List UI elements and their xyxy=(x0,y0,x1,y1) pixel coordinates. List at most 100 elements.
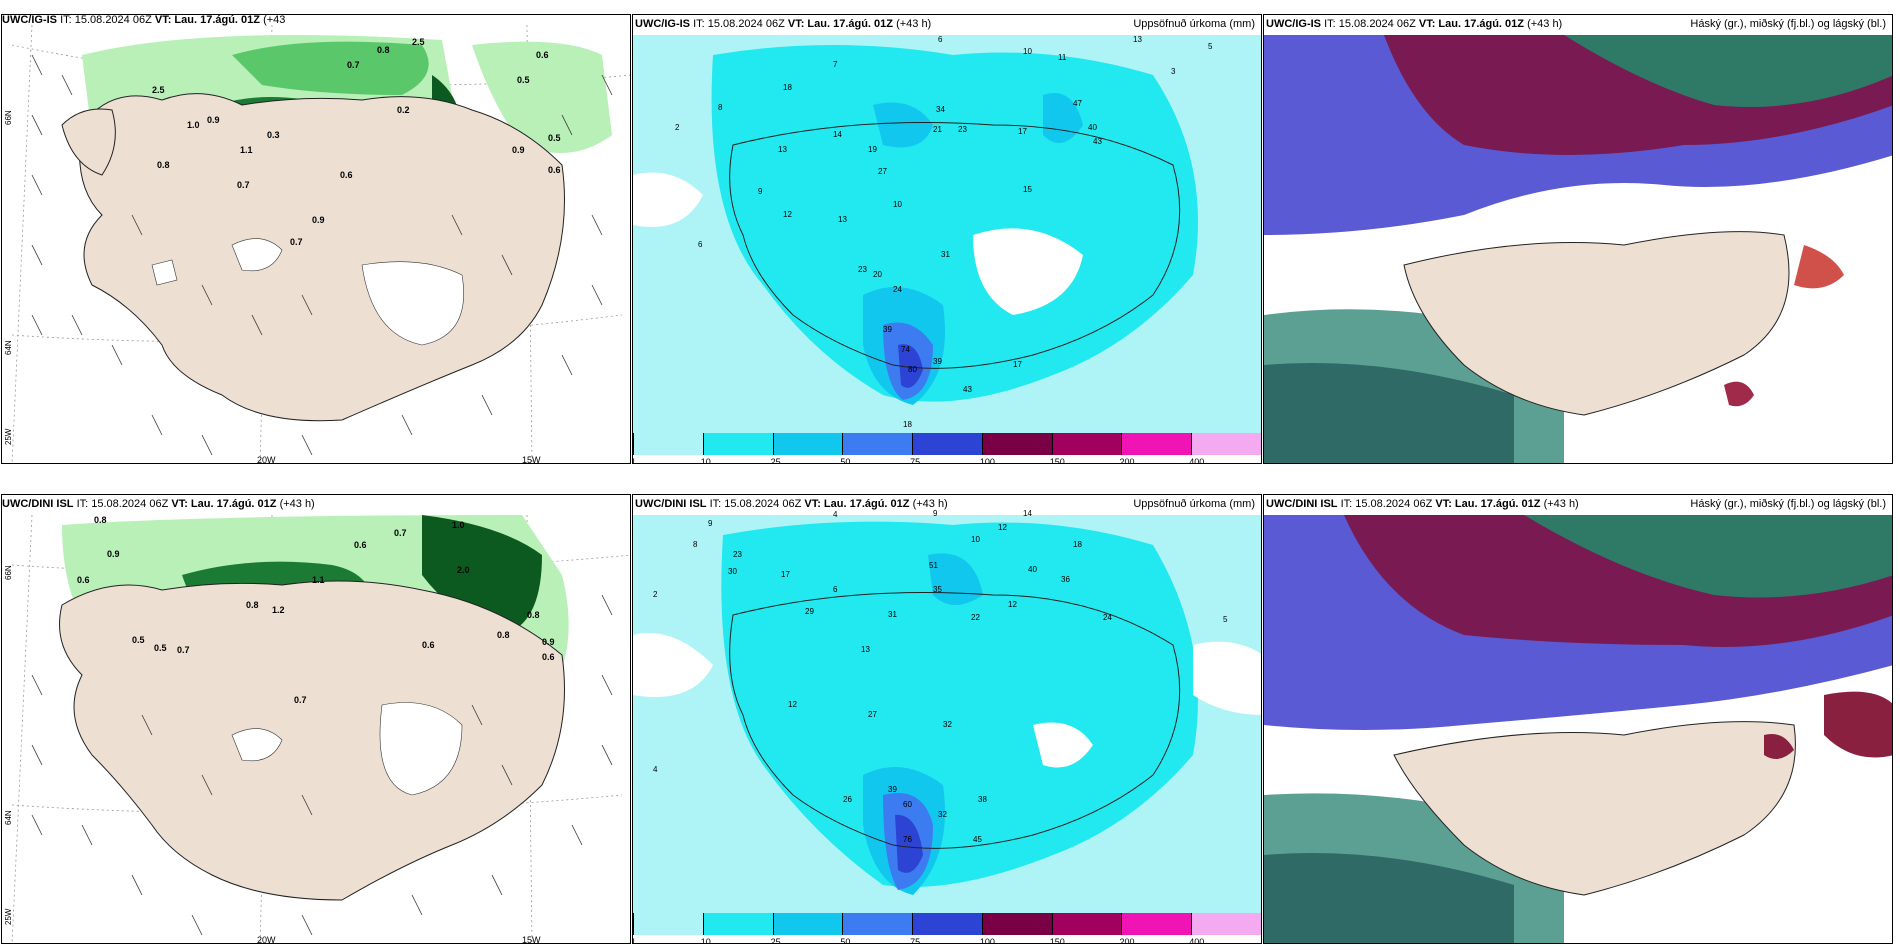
legend-swatch: 400 xyxy=(1189,913,1261,943)
value-label: 10 xyxy=(893,200,902,209)
value-label: 8 xyxy=(693,540,698,549)
value-label: 32 xyxy=(938,810,947,819)
value-label: 32 xyxy=(943,720,952,729)
wind-map xyxy=(2,15,630,463)
wind-map xyxy=(2,514,630,943)
value-label: 0.9 xyxy=(312,215,325,225)
value-label: 0.7 xyxy=(394,528,407,538)
model-name: UWC/DINI ISL xyxy=(1266,498,1338,510)
legend-swatch: 10 xyxy=(701,433,773,463)
lead-time: (+43 h) xyxy=(1527,18,1563,30)
value-label: 0.7 xyxy=(237,180,250,190)
value-label: 31 xyxy=(941,250,950,259)
legend-swatch: 50 xyxy=(840,433,913,463)
value-label: 1.2 xyxy=(272,605,285,615)
value-label: 6 xyxy=(698,240,703,249)
value-label: 14 xyxy=(1023,509,1032,518)
value-label: 9 xyxy=(933,509,938,518)
value-label: 23 xyxy=(958,125,967,134)
value-label: 22 xyxy=(971,613,980,622)
value-label: 0.9 xyxy=(542,637,555,647)
value-label: 27 xyxy=(868,710,877,719)
value-label: 18 xyxy=(1073,540,1082,549)
legend-swatch: 50 xyxy=(840,913,913,943)
value-label: 0.8 xyxy=(527,610,540,620)
value-label: 0.9 xyxy=(207,115,220,125)
model-name: UWC/IG-IS xyxy=(2,14,57,26)
value-label: 26 xyxy=(843,795,852,804)
value-label: 29 xyxy=(805,607,814,616)
value-label: 0.6 xyxy=(536,50,549,60)
legend-swatch: 200 xyxy=(1119,433,1192,463)
cloud-map xyxy=(1264,35,1892,463)
value-label: 0.7 xyxy=(294,695,307,705)
lead-time: (+43 h) xyxy=(279,498,315,510)
value-label: 17 xyxy=(1013,360,1022,369)
panel-header: UWC/IG-IS IT: 15.08.2024 06Z VT: Lau. 17… xyxy=(1266,15,1562,33)
value-label: 10 xyxy=(971,535,980,544)
panel-title: Háský (gr.), miðský (fj.bl.) og lágský (… xyxy=(1690,498,1886,510)
cloud-map xyxy=(1264,515,1892,943)
value-label: 21 xyxy=(933,125,942,134)
map-panel-wind-igis: UWC/IG-IS IT: 15.08.2024 06Z VT: Lau. 17… xyxy=(1,14,631,464)
legend-swatch: 1 xyxy=(633,433,703,463)
legend-swatch: 200 xyxy=(1119,913,1192,943)
value-label: 40 xyxy=(1028,565,1037,574)
panel-title: Háský (gr.), miðský (fj.bl.) og lágský (… xyxy=(1690,18,1886,30)
panel-header: UWC/IG-IS IT: 15.08.2024 06Z VT: Lau. 17… xyxy=(635,15,931,33)
panel-header: UWC/IG-IS IT: 15.08.2024 06Z VT: Lau. 17… xyxy=(2,14,285,29)
legend-swatch: 100 xyxy=(980,913,1052,943)
value-label: 17 xyxy=(781,570,790,579)
value-label: 0.8 xyxy=(94,515,107,525)
map-panel-clouds-dini: UWC/DINI ISL IT: 15.08.2024 06Z VT: Lau.… xyxy=(1263,494,1893,944)
legend-swatch: 150 xyxy=(1050,433,1122,463)
value-label: 0.5 xyxy=(548,133,561,143)
value-label: 3 xyxy=(1171,67,1176,76)
precip-map xyxy=(633,35,1261,445)
value-label: 13 xyxy=(778,145,787,154)
value-label: 0.6 xyxy=(340,170,353,180)
value-label: 24 xyxy=(893,285,902,294)
precip-color-legend: 1 10 25 50 75 100 150 200 400 xyxy=(633,433,1261,463)
value-label: 12 xyxy=(1008,600,1017,609)
init-time: IT: 15.08.2024 06Z xyxy=(709,498,802,510)
panel-title: Uppsöfnuð úrkoma (mm) xyxy=(1133,498,1255,510)
legend-swatch: 75 xyxy=(910,913,982,943)
lat-label-66n: 66N xyxy=(4,110,13,125)
value-label: 1.1 xyxy=(240,145,253,155)
map-panel-precip-dini: UWC/DINI ISL IT: 15.08.2024 06Z VT: Lau.… xyxy=(632,494,1262,944)
valid-time: VT: Lau. 17.ágú. 01Z xyxy=(804,498,910,510)
value-label: 13 xyxy=(861,645,870,654)
value-label: 36 xyxy=(1061,575,1070,584)
legend-swatch: 150 xyxy=(1050,913,1122,943)
value-label: 4 xyxy=(653,765,658,774)
value-label: 14 xyxy=(833,130,842,139)
value-label: 20 xyxy=(873,270,882,279)
value-label: 80 xyxy=(908,365,917,374)
value-label: 0.7 xyxy=(347,60,360,70)
value-label: 0.3 xyxy=(267,130,280,140)
init-time: IT: 15.08.2024 06Z xyxy=(693,18,785,30)
value-label: 2.5 xyxy=(152,85,165,95)
value-label: 8 xyxy=(718,103,723,112)
model-name: UWC/IG-IS xyxy=(1266,18,1321,30)
value-label: 51 xyxy=(929,561,938,570)
lead-time: (+43 h) xyxy=(912,498,948,510)
value-label: 27 xyxy=(878,167,887,176)
value-label: 43 xyxy=(1093,137,1102,146)
value-label: 31 xyxy=(888,610,897,619)
precip-map xyxy=(633,515,1261,925)
value-label: 45 xyxy=(973,835,982,844)
panel-header: UWC/DINI ISL IT: 15.08.2024 06Z VT: Lau.… xyxy=(635,495,948,513)
value-label: 18 xyxy=(903,420,912,429)
value-label: 12 xyxy=(998,523,1007,532)
value-label: 0.2 xyxy=(397,105,410,115)
panel-header: UWC/DINI ISL IT: 15.08.2024 06Z VT: Lau.… xyxy=(1266,495,1579,513)
value-label: 1.0 xyxy=(452,520,465,530)
value-label: 23 xyxy=(733,550,742,559)
value-label: 0.8 xyxy=(157,160,170,170)
lon-label-25w: 25W xyxy=(4,428,13,445)
value-label: 0.7 xyxy=(290,237,303,247)
valid-time: VT: Lau. 17.ágú. 01Z xyxy=(1418,18,1524,30)
value-label: 0.9 xyxy=(107,549,120,559)
